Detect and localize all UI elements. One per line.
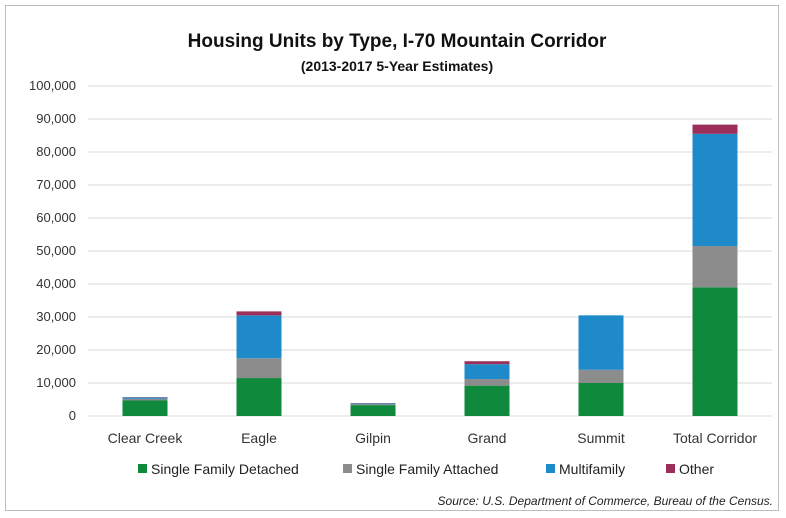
bar-segment [122,400,168,416]
bar-segment [464,361,510,365]
x-tick-label: Gilpin [355,430,391,446]
legend-swatch [546,464,555,473]
bar-segment [578,369,624,383]
bar-segment [464,364,510,380]
legend-label: Single Family Attached [356,461,498,477]
source-note: Source: U.S. Department of Commerce, Bur… [438,494,773,508]
x-tick-label: Eagle [241,430,277,446]
bars [122,124,738,416]
x-tick-label: Clear Creek [108,430,184,446]
bar-segment [236,358,282,379]
bar-segment [236,378,282,416]
y-tick-label: 90,000 [36,111,76,126]
y-tick-label: 60,000 [36,210,76,225]
x-axis-labels: Clear Creek Eagle Gilpin Grand Summit Total C… [108,430,758,446]
chart-subtitle: (2013-2017 5-Year Estimates) [301,58,493,74]
legend-label: Multifamily [559,461,625,477]
y-tick-label: 30,000 [36,309,76,324]
x-tick-label: Total Corridor [673,430,757,446]
bar-segment [236,315,282,359]
y-tick-label: 100,000 [29,78,76,93]
y-tick-label: 80,000 [36,144,76,159]
legend-swatch [343,464,352,473]
bar-segment [350,405,396,416]
y-tick-label: 50,000 [36,243,76,258]
legend: Single Family Detached Single Family Atta… [138,461,714,477]
legend-item: Multifamily [546,461,625,477]
y-tick-label: 20,000 [36,342,76,357]
x-tick-label: Summit [577,430,625,446]
legend-item: Single Family Detached [138,461,299,477]
legend-item: Single Family Attached [343,461,498,477]
bar-segment [350,404,396,406]
x-tick-label: Grand [468,430,507,446]
y-tick-label: 40,000 [36,276,76,291]
bar-segment [692,246,738,288]
bar-segment [464,385,510,416]
bar-segment [578,383,624,416]
y-axis-ticks: 0 10,000 20,000 30,000 40,000 50,000 60,000 70,… [29,78,76,423]
chart-frame [5,5,779,511]
bar-segment [350,403,396,405]
bar-segment [578,315,624,370]
legend-swatch [138,464,147,473]
y-tick-label: 70,000 [36,177,76,192]
bar-segment [122,398,168,401]
legend-swatch [666,464,675,473]
bar-segment [692,133,738,247]
bar-segment [236,311,282,316]
bar-segment [464,379,510,386]
chart-title: Housing Units by Type, I-70 Mountain Cor… [188,31,607,52]
bar-segment [692,124,738,134]
y-tick-label: 0 [69,408,76,423]
bar-segment [122,397,168,399]
bar-segment [692,287,738,416]
y-tick-label: 10,000 [36,375,76,390]
legend-label: Other [679,461,714,477]
legend-label: Single Family Detached [151,461,299,477]
gridlines [88,85,772,417]
legend-item: Other [666,461,714,477]
